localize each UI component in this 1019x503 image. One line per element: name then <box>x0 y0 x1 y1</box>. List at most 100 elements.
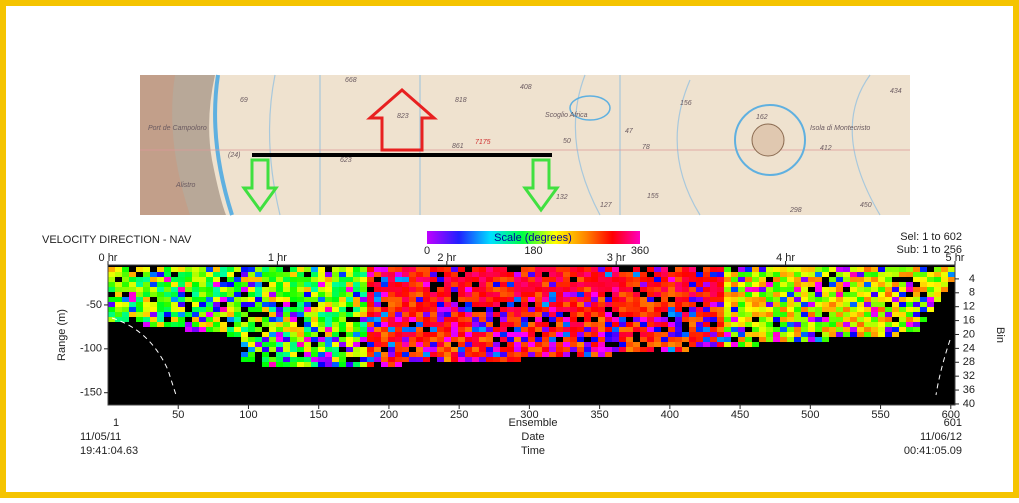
heatmap-cell <box>682 337 689 342</box>
map-label: 668 <box>345 77 357 84</box>
heatmap-cell <box>759 302 766 307</box>
heatmap-cell <box>402 272 409 277</box>
map-label: 450 <box>860 202 872 209</box>
heatmap-cell <box>850 317 857 322</box>
heatmap-cell <box>402 267 409 272</box>
heatmap-cell <box>290 362 297 367</box>
heatmap-cell <box>360 307 367 312</box>
heatmap-cell <box>297 312 304 317</box>
heatmap-cell <box>584 292 591 297</box>
heatmap-cell <box>605 297 612 302</box>
heatmap-cell <box>549 337 556 342</box>
heatmap-cell <box>780 307 787 312</box>
heatmap-cell <box>647 282 654 287</box>
heatmap-cell <box>612 287 619 292</box>
heatmap-cell <box>381 342 388 347</box>
heatmap-cell <box>556 282 563 287</box>
heatmap-cell <box>276 317 283 322</box>
heatmap-cell <box>444 322 451 327</box>
heatmap-cell <box>136 302 143 307</box>
heatmap-cell <box>129 277 136 282</box>
heatmap-cell <box>129 287 136 292</box>
heatmap-cell <box>465 317 472 322</box>
heatmap-cell <box>367 327 374 332</box>
y-tick-label: -100 <box>80 343 102 355</box>
heatmap-cell <box>920 282 927 287</box>
heatmap-cell <box>570 347 577 352</box>
heatmap-cell <box>542 267 549 272</box>
heatmap-cell <box>472 292 479 297</box>
heatmap-cell <box>927 297 934 302</box>
heatmap-cell <box>773 317 780 322</box>
heatmap-cell <box>605 287 612 292</box>
map-bg <box>140 75 910 215</box>
heatmap-cell <box>388 337 395 342</box>
heatmap-cell <box>444 332 451 337</box>
heatmap-cell <box>451 357 458 362</box>
heatmap-cell <box>283 307 290 312</box>
heatmap-cell <box>633 297 640 302</box>
heatmap-cell <box>801 332 808 337</box>
y2-tick-label: 16 <box>963 314 975 326</box>
heatmap-cell <box>304 297 311 302</box>
heatmap-cell <box>724 307 731 312</box>
heatmap-cell <box>857 322 864 327</box>
heatmap-cell <box>381 332 388 337</box>
heatmap-cell <box>738 267 745 272</box>
heatmap-cell <box>605 302 612 307</box>
heatmap-cell <box>885 287 892 292</box>
heatmap-cell <box>689 342 696 347</box>
heatmap-cell <box>871 282 878 287</box>
heatmap-cell <box>626 322 633 327</box>
heatmap-cell <box>500 272 507 277</box>
heatmap-cell <box>808 337 815 342</box>
heatmap-cell <box>136 287 143 292</box>
heatmap-cell <box>115 312 122 317</box>
heatmap-cell <box>801 272 808 277</box>
heatmap-cell <box>871 322 878 327</box>
heatmap-cell <box>577 307 584 312</box>
heatmap-cell <box>437 302 444 307</box>
heatmap-cell <box>339 302 346 307</box>
heatmap-cell <box>220 272 227 277</box>
map-label: 408 <box>520 84 532 91</box>
heatmap-cell <box>297 267 304 272</box>
heatmap-cell <box>276 357 283 362</box>
heatmap-cell <box>815 267 822 272</box>
heatmap-cell <box>213 287 220 292</box>
heatmap-cell <box>283 272 290 277</box>
heatmap-cell <box>472 267 479 272</box>
heatmap-cell <box>885 322 892 327</box>
heatmap-cell <box>591 352 598 357</box>
heatmap-cell <box>472 352 479 357</box>
heatmap-cell <box>738 337 745 342</box>
heatmap-cell <box>500 297 507 302</box>
heatmap-cell <box>850 297 857 302</box>
heatmap-cell <box>395 337 402 342</box>
heatmap-cell <box>150 277 157 282</box>
heatmap-cell <box>528 347 535 352</box>
heatmap-cell <box>514 312 521 317</box>
heatmap-cell <box>206 297 213 302</box>
heatmap-cell <box>675 292 682 297</box>
heatmap-cell <box>304 357 311 362</box>
heatmap-cell <box>395 302 402 307</box>
heatmap-cell <box>318 352 325 357</box>
heatmap-cell <box>563 282 570 287</box>
heatmap-cell <box>927 277 934 282</box>
heatmap-cell <box>192 322 199 327</box>
heatmap-cell <box>759 267 766 272</box>
heatmap-cell <box>241 277 248 282</box>
heatmap-cell <box>507 307 514 312</box>
heatmap-cell <box>640 317 647 322</box>
heatmap-cell <box>759 337 766 342</box>
heatmap-cell <box>507 277 514 282</box>
heatmap-cell <box>696 297 703 302</box>
heatmap-cell <box>598 307 605 312</box>
heatmap-cell <box>395 347 402 352</box>
heatmap-cell <box>290 332 297 337</box>
heatmap-cell <box>682 347 689 352</box>
heatmap-cell <box>808 272 815 277</box>
heatmap-cell <box>290 272 297 277</box>
heatmap-cell <box>381 317 388 322</box>
